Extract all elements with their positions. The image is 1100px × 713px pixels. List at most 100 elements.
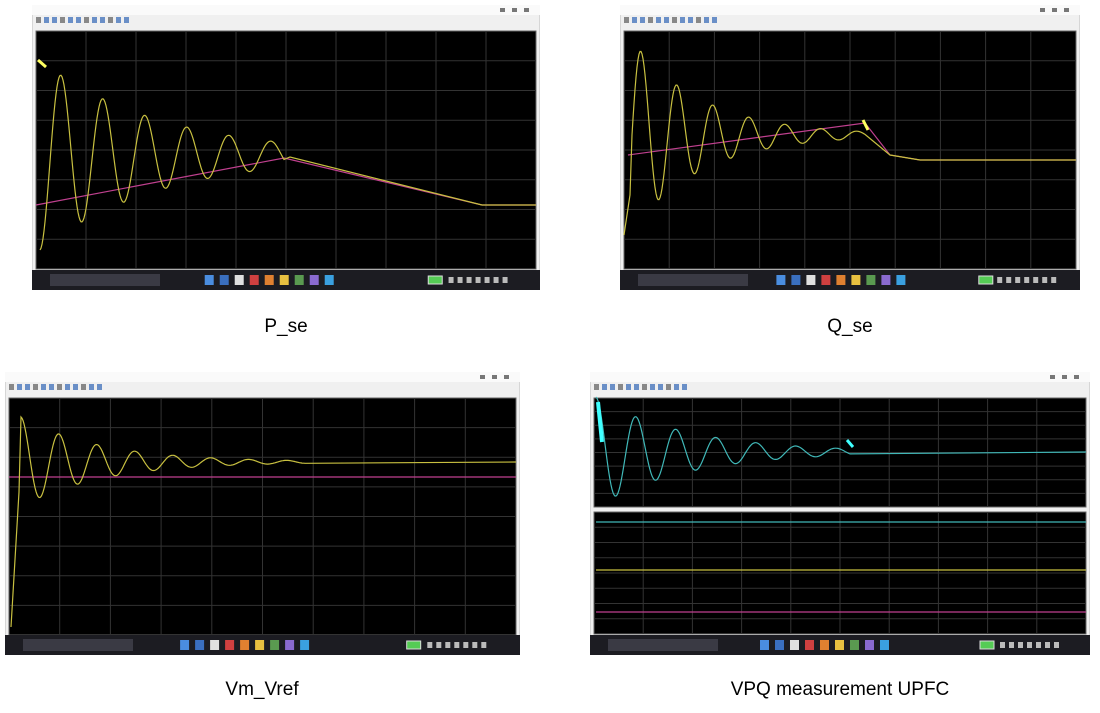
window-button	[1074, 375, 1079, 379]
toolbar-icon	[36, 17, 41, 23]
taskbar-icon	[835, 640, 844, 650]
taskbar-icon	[821, 275, 830, 285]
window-button	[504, 375, 509, 379]
toolbar-icon	[666, 384, 671, 390]
title-bar	[32, 5, 540, 15]
toolbar-icon	[33, 384, 38, 390]
tray-icon	[458, 277, 463, 283]
toolbar-icon	[712, 17, 717, 23]
toolbar-icon	[76, 17, 81, 23]
search-box	[638, 274, 748, 286]
taskbar-icon	[280, 275, 289, 285]
taskbar-icon	[205, 275, 214, 285]
scope-screenshot	[590, 372, 1090, 655]
taskbar-icon	[865, 640, 874, 650]
toolbar-icon	[664, 17, 669, 23]
taskbar-icon	[775, 640, 784, 650]
taskbar-icon	[850, 640, 859, 650]
battery-icon	[979, 276, 993, 284]
toolbar-icon	[624, 17, 629, 23]
toolbar-icon	[44, 17, 49, 23]
toolbar-icon	[648, 17, 653, 23]
tray-icon	[476, 277, 481, 283]
window-button	[512, 8, 517, 12]
taskbar-icon	[265, 275, 274, 285]
toolbar-icon	[682, 384, 687, 390]
taskbar-icon	[790, 640, 799, 650]
taskbar-icon	[791, 275, 800, 285]
tray-icon	[481, 642, 486, 648]
window-button	[1064, 8, 1069, 12]
toolbar-icon	[656, 17, 661, 23]
tray-icon	[1036, 642, 1041, 648]
toolbar-icon	[618, 384, 623, 390]
scope-screenshot	[5, 372, 520, 655]
toolbar-icon	[84, 17, 89, 23]
toolbar-icon	[108, 17, 113, 23]
toolbar-icon	[73, 384, 78, 390]
page: {"captions": ["P_se", "Q_se", "Vm_Vref",…	[0, 0, 1100, 713]
toolbar-icon	[60, 17, 65, 23]
tray-icon	[1042, 277, 1047, 283]
tray-icon	[445, 642, 450, 648]
toolbar-icon	[640, 17, 645, 23]
search-box	[50, 274, 160, 286]
search-box	[608, 639, 718, 651]
toolbar-icon	[89, 384, 94, 390]
toolbar-icon	[9, 384, 14, 390]
toolbar-icon	[704, 17, 709, 23]
battery-icon	[980, 641, 994, 649]
toolbar-icon	[49, 384, 54, 390]
tray-icon	[1054, 642, 1059, 648]
toolbar-icon	[116, 17, 121, 23]
toolbar-icon	[52, 17, 57, 23]
tray-icon	[1051, 277, 1056, 283]
toolbar-icon	[25, 384, 30, 390]
caption: P_se	[86, 316, 486, 338]
tray-icon	[1015, 277, 1020, 283]
window-button	[1040, 8, 1045, 12]
taskbar-icon	[805, 640, 814, 650]
taskbar-icon	[235, 275, 244, 285]
toolbar-icon	[658, 384, 663, 390]
taskbar-icon	[240, 640, 249, 650]
tray-icon	[1033, 277, 1038, 283]
tray-icon	[1045, 642, 1050, 648]
taskbar-icon	[180, 640, 189, 650]
toolbar-icon	[696, 17, 701, 23]
toolbar-icon	[100, 17, 105, 23]
toolbar-icon	[680, 17, 685, 23]
taskbar-icon	[220, 275, 229, 285]
window-button	[492, 375, 497, 379]
tray-icon	[503, 277, 508, 283]
taskbar-icon	[310, 275, 319, 285]
toolbar-icon	[688, 17, 693, 23]
tray-icon	[1018, 642, 1023, 648]
title-bar	[590, 372, 1090, 382]
toolbar-icon	[81, 384, 86, 390]
toolbar-icon	[642, 384, 647, 390]
window-button	[524, 8, 529, 12]
taskbar-icon	[255, 640, 264, 650]
tray-icon	[427, 642, 432, 648]
taskbar-icon	[896, 275, 905, 285]
tray-icon	[472, 642, 477, 648]
taskbar-icon	[210, 640, 219, 650]
scope-screenshot	[32, 5, 540, 290]
taskbar-icon	[225, 640, 234, 650]
toolbar-icon	[650, 384, 655, 390]
caption: Q_se	[650, 316, 1050, 338]
taskbar-icon	[866, 275, 875, 285]
title-bar	[5, 372, 520, 382]
toolbar-icon	[57, 384, 62, 390]
tray-icon	[485, 277, 490, 283]
toolbar-icon	[674, 384, 679, 390]
toolbar-icon	[602, 384, 607, 390]
toolbar-icon	[626, 384, 631, 390]
taskbar-icon	[806, 275, 815, 285]
window-button	[480, 375, 485, 379]
taskbar-icon	[760, 640, 769, 650]
toolbar-icon	[41, 384, 46, 390]
taskbar-icon	[325, 275, 334, 285]
taskbar-icon	[285, 640, 294, 650]
